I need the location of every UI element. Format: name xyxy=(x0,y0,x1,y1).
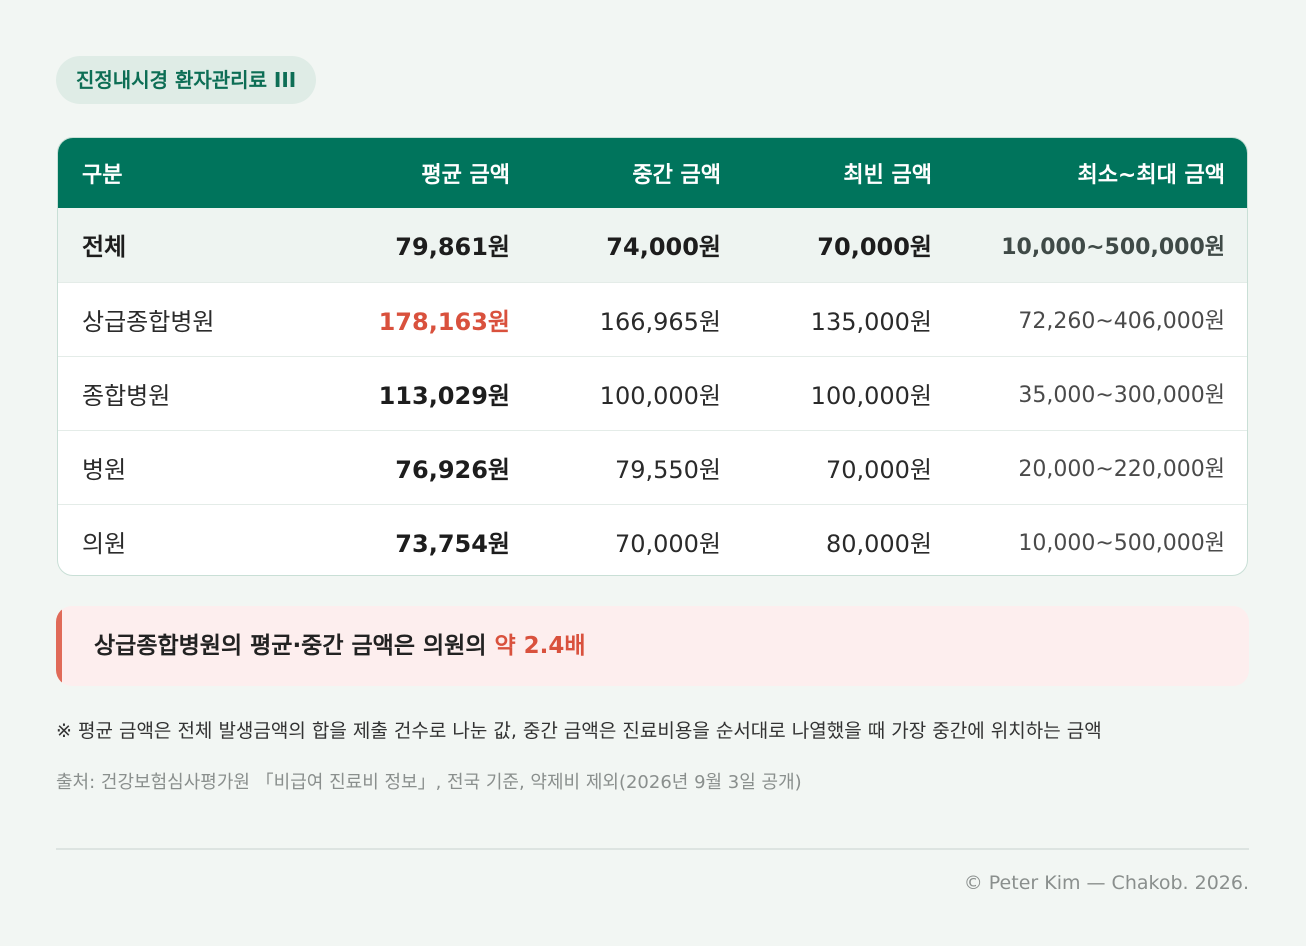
definition-note: ※ 평균 금액은 전체 발생금액의 합을 제출 건수로 나눈 값, 중간 금액은… xyxy=(56,720,1102,742)
callout-emphasis: 약 2.4배 xyxy=(494,633,586,659)
row-average: 73,754원 xyxy=(395,529,510,558)
copyright-text: © Peter Kim — Chakob. 2026. xyxy=(963,872,1249,894)
row-label: 병원 xyxy=(82,455,127,484)
table-row: 병원 76,926원 79,550원 70,000원 20,000~220,00… xyxy=(58,430,1247,504)
table-header-row: 구분 평균 금액 중간 금액 최빈 금액 최소~최대 금액 xyxy=(58,138,1247,208)
callout-accent-bar xyxy=(56,606,62,686)
row-label: 의원 xyxy=(82,529,127,558)
table-row: 종합병원 113,029원 100,000원 100,000원 35,000~3… xyxy=(58,356,1247,430)
row-mode: 70,000원 xyxy=(817,233,932,262)
row-mode: 70,000원 xyxy=(825,455,932,484)
row-median: 70,000원 xyxy=(614,529,721,558)
row-range: 10,000~500,000원 xyxy=(1018,531,1225,557)
row-mode: 100,000원 xyxy=(810,381,932,410)
callout-main-text: 상급종합병원의 평균·중간 금액은 의원의 xyxy=(94,633,495,659)
callout-text: 상급종합병원의 평균·중간 금액은 의원의 약 2.4배 xyxy=(94,606,586,686)
row-average: 79,861원 xyxy=(395,233,510,262)
row-range: 72,260~406,000원 xyxy=(1018,309,1225,334)
row-label: 종합병원 xyxy=(82,381,171,410)
price-table: 구분 평균 금액 중간 금액 최빈 금액 최소~최대 금액 전체 79,861원… xyxy=(58,138,1247,575)
row-median: 74,000원 xyxy=(606,233,721,262)
row-median: 79,550원 xyxy=(614,455,721,484)
header-mode: 최빈 금액 xyxy=(843,163,932,188)
row-mode: 80,000원 xyxy=(825,529,932,558)
table-row: 의원 73,754원 70,000원 80,000원 10,000~500,00… xyxy=(58,504,1247,575)
source-citation: 출처: 건강보험심사평가원 「비급여 진료비 정보」, 전국 기준, 약제비 제… xyxy=(56,772,802,793)
header-range: 최소~최대 금액 xyxy=(1077,163,1225,188)
price-table-card: 구분 평균 금액 중간 금액 최빈 금액 최소~최대 금액 전체 79,861원… xyxy=(57,137,1248,576)
row-range: 35,000~300,000원 xyxy=(1018,383,1225,408)
header-average: 평균 금액 xyxy=(421,163,510,188)
category-badge: 진정내시경 환자관리료 III xyxy=(56,56,317,104)
table-row: 상급종합병원 178,163원 166,965원 135,000원 72,260… xyxy=(58,282,1247,356)
row-mode: 135,000원 xyxy=(810,307,932,336)
table-row-total: 전체 79,861원 74,000원 70,000원 10,000~500,00… xyxy=(58,208,1247,282)
header-median: 중간 금액 xyxy=(632,163,721,188)
footer-divider xyxy=(56,848,1249,850)
row-label: 전체 xyxy=(82,233,127,262)
row-average: 76,926원 xyxy=(395,455,510,484)
row-median: 100,000원 xyxy=(599,381,721,410)
row-average: 113,029원 xyxy=(378,381,510,410)
row-average: 178,163원 xyxy=(378,307,510,336)
row-range: 10,000~500,000원 xyxy=(1001,234,1225,260)
summary-callout: 상급종합병원의 평균·중간 금액은 의원의 약 2.4배 xyxy=(56,606,1249,686)
row-range: 20,000~220,000원 xyxy=(1018,457,1225,482)
row-label: 상급종합병원 xyxy=(82,307,215,336)
header-category: 구분 xyxy=(82,163,123,188)
row-median: 166,965원 xyxy=(599,307,721,336)
